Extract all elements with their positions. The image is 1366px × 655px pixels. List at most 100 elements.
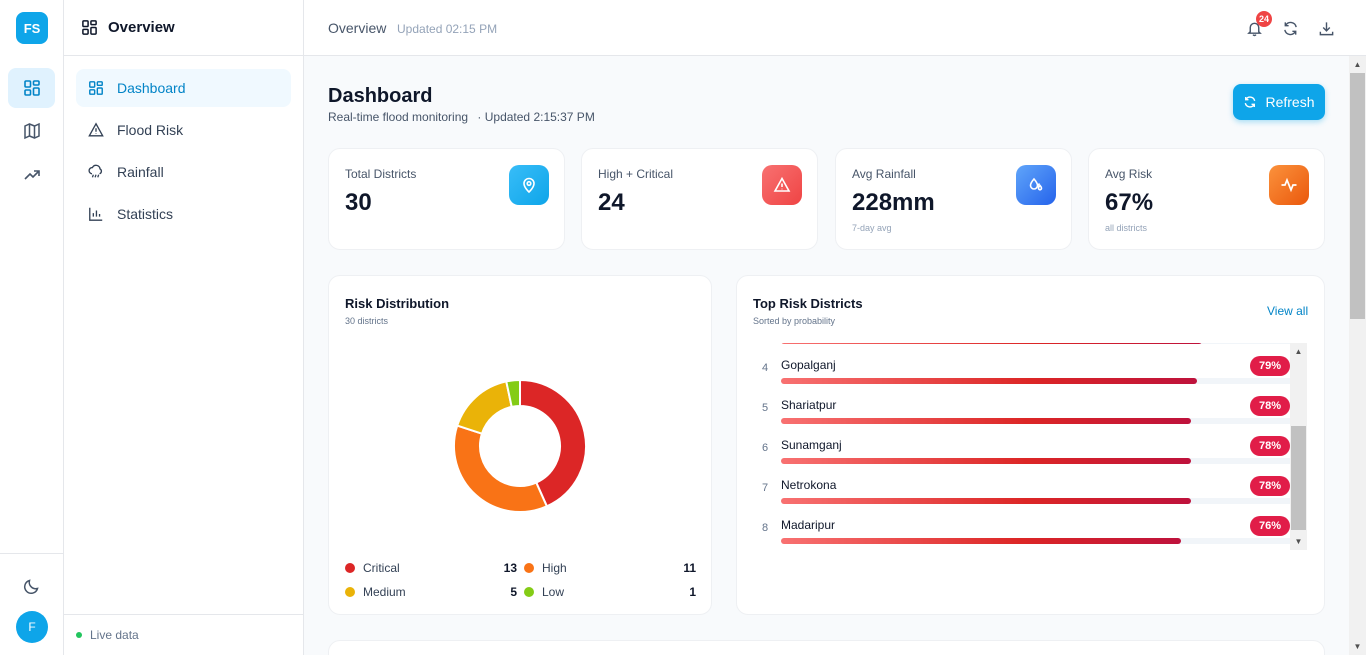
trending-icon — [23, 170, 40, 180]
list-item[interactable]: 7 Netrokona 78% — [754, 468, 1308, 508]
risk-percent-badge: 76% — [1250, 516, 1290, 536]
sync-button[interactable] — [1279, 17, 1301, 39]
legend-count: 5 — [510, 585, 517, 599]
legend-dot — [524, 563, 534, 573]
legend-label: Low — [542, 585, 565, 599]
list-scrollbar[interactable]: ▲ ▼ — [1290, 343, 1307, 550]
risk-distribution-card: Risk Distribution 30 districts Critical … — [328, 275, 712, 615]
risk-bar-track — [781, 418, 1307, 424]
moon-icon — [23, 579, 39, 595]
stat-value: 30 — [345, 189, 372, 216]
list-item[interactable]: 5 Shariatpur 78% — [754, 388, 1308, 428]
bell-icon — [1246, 22, 1262, 36]
stat-note: all districts — [1105, 223, 1148, 233]
risk-bar-fill — [781, 538, 1181, 544]
sidebar-item-dashboard[interactable]: Dashboard — [76, 69, 291, 107]
scroll-thumb[interactable] — [1350, 73, 1365, 319]
live-data-label: Live data — [90, 628, 139, 642]
district-name: Shariatpur — [781, 398, 837, 412]
stat-card-avg-risk: Avg Risk 67% all districts — [1088, 148, 1325, 250]
district-name: Gopalganj — [781, 358, 836, 372]
risk-bar-fill — [781, 343, 1202, 344]
sidebar-item-statistics[interactable]: Statistics — [76, 195, 291, 233]
dashboard-icon — [89, 81, 103, 95]
page-scrollbar[interactable]: ▲ ▼ — [1349, 56, 1366, 655]
sidebar-footer: Live data — [64, 614, 303, 655]
scroll-up-arrow[interactable]: ▲ — [1353, 60, 1362, 69]
list-item[interactable]: 6 Sunamganj 78% — [754, 428, 1308, 468]
rail-dashboard-button[interactable] — [8, 68, 55, 108]
district-name: Netrokona — [781, 478, 837, 492]
card-subtitle: 30 districts — [345, 316, 389, 326]
sidebar-title: Overview — [108, 19, 175, 36]
legend-label: High — [542, 561, 567, 575]
live-indicator — [76, 632, 82, 638]
notifications-button[interactable] — [1243, 17, 1265, 39]
legend-item-critical: Critical — [345, 561, 400, 575]
legend-item-high: High — [524, 561, 567, 575]
card-title: Top Risk Districts — [753, 296, 863, 311]
rank-number: 8 — [762, 522, 769, 534]
sidebar-item-label: Dashboard — [117, 80, 186, 96]
legend-item-low: Low — [524, 585, 564, 599]
stat-icon-box — [1269, 165, 1309, 205]
stat-value: 228mm — [852, 189, 935, 216]
rail-map-button[interactable] — [8, 111, 55, 151]
list-item[interactable]: 4 Gopalganj 79% — [754, 348, 1308, 388]
risk-percent-badge: 78% — [1250, 476, 1290, 496]
refresh-icon — [1283, 21, 1297, 35]
activity-icon — [1281, 177, 1297, 193]
stat-label: Avg Risk — [1105, 167, 1153, 181]
list-item[interactable]: 8 Madaripur 76% — [754, 508, 1308, 548]
stat-value: 67% — [1105, 189, 1154, 216]
top-risk-districts-card: Top Risk Districts Sorted by probability… — [736, 275, 1325, 615]
refresh-icon — [1245, 96, 1256, 108]
topbar: Overview Updated 02:15 PM 24 — [304, 0, 1366, 56]
district-name: Madaripur — [781, 518, 836, 532]
warning-icon — [773, 176, 791, 192]
risk-bar-fill — [781, 418, 1192, 424]
stat-card-avg-rainfall: Avg Rainfall 228mm 7-day avg — [835, 148, 1072, 250]
scroll-thumb[interactable] — [1291, 426, 1306, 530]
sidebar-item-rainfall[interactable]: Rainfall — [76, 153, 291, 191]
view-all-link[interactable]: View all — [1267, 304, 1309, 318]
stat-note: 7-day avg — [852, 223, 892, 233]
sidebar-item-flood-risk[interactable]: Flood Risk — [76, 111, 291, 149]
page-subtitle-text: Real-time flood monitoring — [328, 110, 469, 124]
risk-list[interactable]: 4 Gopalganj 79% 5 Shariatpur 78% 6 Sunam… — [754, 343, 1308, 550]
rank-number: 5 — [762, 402, 769, 414]
stat-value: 24 — [598, 189, 625, 216]
bar-chart-icon — [89, 207, 103, 221]
download-button[interactable] — [1315, 17, 1337, 39]
list-item[interactable] — [754, 343, 1308, 348]
page-subtitle: Real-time flood monitoring · Updated 2:1… — [328, 110, 595, 124]
scroll-down-arrow[interactable]: ▼ — [1353, 642, 1362, 651]
stat-card-total-districts: Total Districts 30 — [328, 148, 565, 250]
risk-bar-fill — [781, 498, 1192, 504]
user-avatar[interactable]: F — [16, 611, 48, 643]
refresh-button[interactable]: Refresh — [1233, 84, 1325, 120]
donut-slice-high[interactable] — [453, 424, 549, 513]
risk-bar-track — [781, 343, 1307, 344]
refresh-label: Refresh — [1265, 94, 1315, 110]
rain-icon — [88, 164, 103, 178]
donut-slice-medium[interactable] — [455, 380, 513, 435]
page-updated: · Updated 2:15:37 PM — [477, 110, 595, 124]
risk-percent-badge: 78% — [1250, 396, 1290, 416]
location-pin-icon — [523, 177, 535, 194]
stat-icon-box — [762, 165, 802, 205]
donut-slice-low[interactable] — [505, 378, 521, 409]
donut-slice-critical[interactable] — [519, 378, 587, 508]
notification-badge: 24 — [1256, 11, 1273, 27]
card-subtitle: Sorted by probability — [753, 316, 836, 326]
scroll-down-arrow[interactable]: ▼ — [1294, 537, 1303, 546]
rank-number: 4 — [762, 362, 769, 374]
stat-icon-box — [1016, 165, 1056, 205]
rail-trends-button[interactable] — [8, 155, 55, 195]
next-section-card — [328, 640, 1325, 655]
rank-number: 7 — [762, 482, 769, 494]
theme-toggle-button[interactable] — [8, 566, 55, 606]
scroll-up-arrow[interactable]: ▲ — [1294, 347, 1303, 356]
risk-percent-badge: 79% — [1250, 356, 1290, 376]
app-logo[interactable]: FS — [16, 12, 48, 44]
